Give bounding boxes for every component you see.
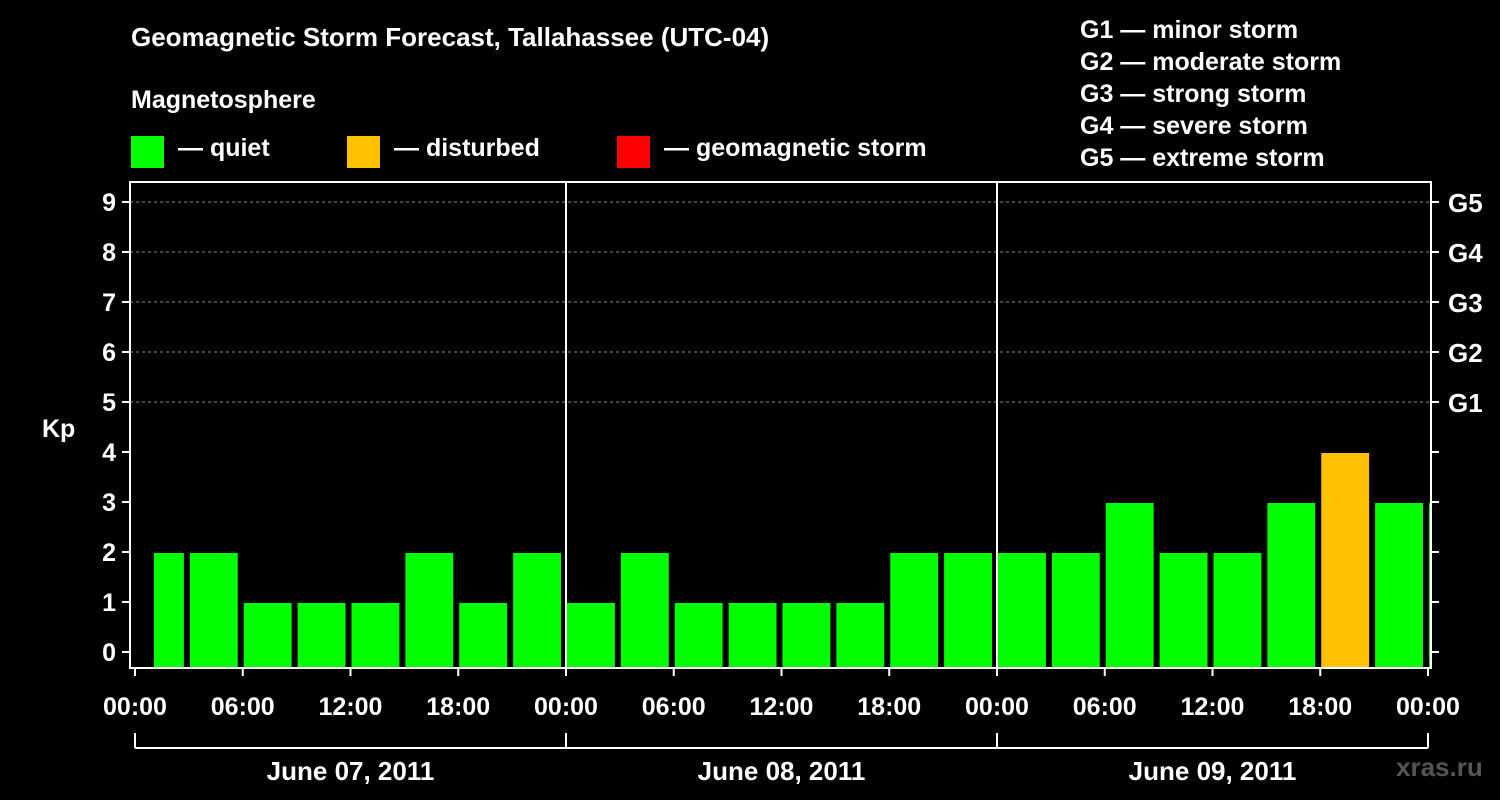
y-tick-label: 9 bbox=[102, 189, 116, 217]
y-tick-label: 0 bbox=[102, 639, 116, 667]
y2-tick-label: G1 bbox=[1448, 388, 1483, 418]
kp-bar bbox=[1159, 553, 1208, 668]
y2-tick-label: G5 bbox=[1448, 188, 1483, 218]
x-tick-label: 06:00 bbox=[642, 693, 706, 721]
y-tick-label: 2 bbox=[102, 539, 116, 567]
day-label: June 07, 2011 bbox=[267, 756, 435, 786]
y-tick-label: 6 bbox=[102, 339, 116, 367]
kp-bar bbox=[620, 553, 669, 668]
g-scale-item: G3 — strong storm bbox=[1080, 80, 1307, 108]
kp-bar bbox=[1105, 503, 1154, 668]
kp-bar bbox=[189, 553, 238, 668]
legend-label-quiet: — quiet bbox=[178, 134, 270, 162]
x-tick-label: 00:00 bbox=[534, 693, 598, 721]
watermark: xras.ru bbox=[1396, 752, 1483, 782]
legend-item-quiet: — quiet bbox=[131, 134, 311, 168]
kp-bar bbox=[728, 603, 777, 668]
y-tick-label: 4 bbox=[102, 439, 116, 467]
g-scale-item: G4 — severe storm bbox=[1080, 112, 1308, 140]
kp-bar bbox=[297, 603, 346, 668]
g-scale-legend: G1 — minor storm G2 — moderate storm G3 … bbox=[1080, 14, 1341, 174]
g-scale-item: G2 — moderate storm bbox=[1080, 48, 1342, 76]
y-axis-label: Kp bbox=[42, 415, 75, 443]
kp-bar bbox=[998, 553, 1046, 668]
kp-bar bbox=[405, 553, 454, 668]
kp-bar bbox=[836, 603, 885, 668]
kp-bar bbox=[1375, 503, 1423, 668]
day-label: June 09, 2011 bbox=[1129, 756, 1297, 786]
legend-label-disturbed: — disturbed bbox=[394, 134, 540, 162]
y-tick-label: 1 bbox=[102, 589, 116, 617]
x-tick-label: 18:00 bbox=[1288, 693, 1352, 721]
g-scale-item: G5 — extreme storm bbox=[1080, 144, 1325, 172]
legend-item-disturbed: — disturbed bbox=[347, 134, 577, 168]
kp-bar bbox=[674, 603, 723, 668]
legend-item-storm: — geomagnetic storm bbox=[617, 134, 947, 168]
kp-bar bbox=[1267, 503, 1316, 668]
x-tick-label: 12:00 bbox=[750, 693, 814, 721]
x-tick-label: 12:00 bbox=[319, 693, 383, 721]
y-tick-label: 8 bbox=[102, 239, 116, 267]
g-scale-item: G1 — minor storm bbox=[1080, 16, 1299, 44]
x-tick-label: 18:00 bbox=[426, 693, 490, 721]
x-tick-label: 06:00 bbox=[211, 693, 275, 721]
kp-bar bbox=[1213, 553, 1262, 668]
legend-swatch-storm bbox=[617, 136, 650, 168]
x-tick-label: 00:00 bbox=[1396, 693, 1460, 721]
kp-bar bbox=[567, 603, 615, 668]
kp-bar bbox=[459, 603, 508, 668]
x-tick-label: 00:00 bbox=[103, 693, 167, 721]
legend-swatch-disturbed bbox=[347, 136, 380, 168]
kp-bar bbox=[513, 553, 561, 668]
x-tick-label: 18:00 bbox=[857, 693, 921, 721]
kp-bar bbox=[782, 603, 831, 668]
legend-label-storm: — geomagnetic storm bbox=[664, 134, 927, 162]
x-tick-label: 06:00 bbox=[1073, 693, 1137, 721]
y-tick-label: 7 bbox=[102, 289, 116, 317]
kp-bar bbox=[1321, 453, 1370, 668]
y2-tick-label: G2 bbox=[1448, 338, 1483, 368]
kp-bar bbox=[351, 603, 400, 668]
kp-bar bbox=[1051, 553, 1100, 668]
kp-bar bbox=[944, 553, 992, 668]
chart-title: Geomagnetic Storm Forecast, Tallahassee … bbox=[131, 22, 770, 52]
kp-bar bbox=[890, 553, 939, 668]
kp-bar bbox=[243, 603, 292, 668]
legend-title: Magnetosphere bbox=[131, 86, 316, 114]
y2-tick-label: G3 bbox=[1448, 288, 1483, 318]
y2-tick-label: G4 bbox=[1448, 238, 1483, 268]
x-tick-label: 00:00 bbox=[965, 693, 1029, 721]
y-tick-label: 3 bbox=[102, 489, 116, 517]
x-tick-label: 12:00 bbox=[1181, 693, 1245, 721]
legend-swatch-quiet bbox=[131, 136, 164, 168]
kp-bar bbox=[153, 553, 184, 668]
day-label: June 08, 2011 bbox=[698, 756, 866, 786]
y-tick-label: 5 bbox=[102, 389, 116, 417]
